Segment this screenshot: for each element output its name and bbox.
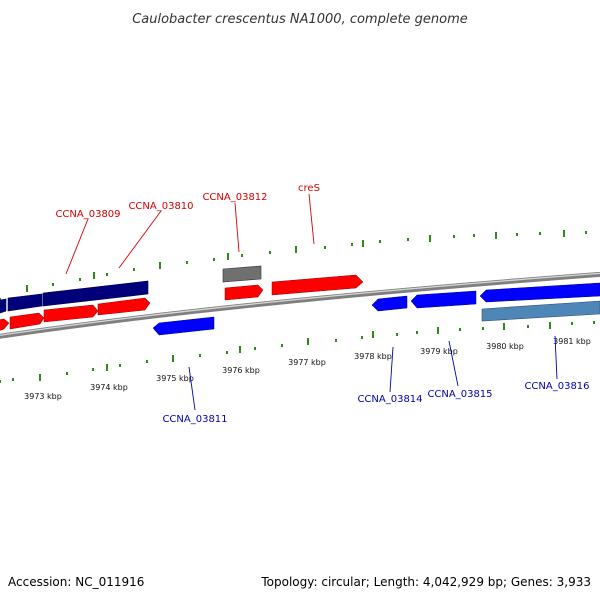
grey-feature [222,265,262,283]
forward-gene-arrow-2 [9,312,45,330]
forward-gene-arrow-5 [224,284,264,301]
scale-label-3976: 3976 kbp [222,366,260,375]
reverse-gene-track [152,282,600,336]
scale-label-3980: 3980 kbp [486,342,524,351]
gene-label-cres[interactable]: creS [298,183,320,194]
scale-label-3975: 3975 kbp [156,374,194,383]
gene-label-ccna-03815[interactable]: CCNA_03815 [427,389,492,400]
steel-blue-feature [481,300,600,322]
reverse-gene-arrow-03816 [479,282,600,303]
gene-label-ccna-03810[interactable]: CCNA_03810 [128,201,193,212]
gene-label-ccna-03809[interactable]: CCNA_03809 [55,209,120,220]
navy-feature-1 [0,298,7,314]
reverse-gene-arrow-03815 [410,290,477,309]
gene-label-ccna-03812[interactable]: CCNA_03812 [202,192,267,203]
reverse-gene-arrow-03814 [371,295,408,312]
forward-gene-arrow-1 [0,318,10,331]
scale-label-3974: 3974 kbp [90,383,128,392]
accession-text: Accession: NC_011916 [8,575,144,589]
forward-gene-track [0,274,364,331]
gene-label-ccna-03811[interactable]: CCNA_03811 [162,414,227,425]
navy-feature-3 [42,280,149,307]
genome-summary-text: Topology: circular; Length: 4,042,929 bp… [260,575,591,589]
genome-backbone-highlight [0,272,600,336]
scale-label-3981: 3981 kbp [553,337,591,346]
forward-gene-arrow-creS [271,274,364,296]
navy-feature-2 [7,293,43,312]
gene-label-ccna-03814[interactable]: CCNA_03814 [357,394,422,405]
reverse-label-leaders [188,335,558,411]
lower-tick-ruler [0,321,595,383]
navy-feature-track [0,280,149,314]
scale-label-3979: 3979 kbp [420,347,458,356]
scale-label-3973: 3973 kbp [24,392,62,401]
forward-gene-arrow-3 [43,304,99,323]
gene-label-ccna-03816[interactable]: CCNA_03816 [524,381,589,392]
genome-backbone [0,271,600,339]
scale-label-3977: 3977 kbp [288,358,326,367]
upper-tick-ruler [0,230,587,301]
scale-label-3978: 3978 kbp [354,352,392,361]
map-title: Caulobacter crescentus NA1000, complete … [132,12,468,27]
forward-label-leaders [65,193,315,275]
reverse-gene-arrow-03811 [152,316,215,336]
forward-gene-arrow-4 [97,297,151,316]
